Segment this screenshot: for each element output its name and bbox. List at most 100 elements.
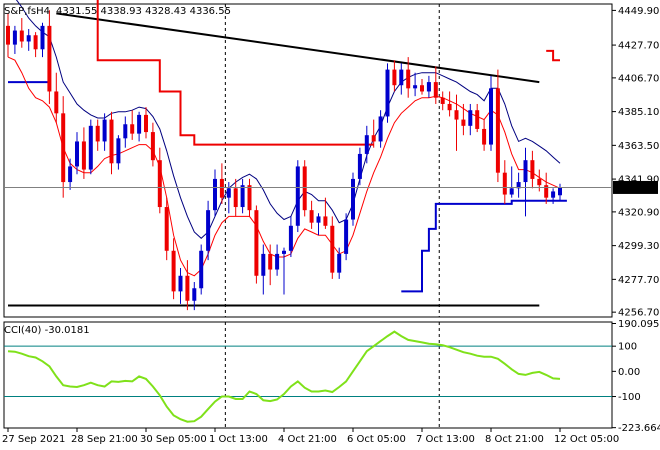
axes: 4449.90 4427.70 4406.70 4385.10 4363.50 4341.… [2, 6, 660, 445]
candle-body[interactable] [351, 178, 355, 220]
cci-line[interactable] [7, 330, 561, 423]
candle-body[interactable] [302, 166, 307, 211]
candle-body[interactable] [81, 141, 86, 170]
candle-body[interactable] [40, 25, 45, 50]
candle-body[interactable] [364, 135, 369, 154]
candle-body[interactable] [475, 110, 480, 129]
candle-body[interactable] [219, 178, 224, 198]
candle-body[interactable] [385, 69, 390, 117]
candle-body[interactable] [482, 128, 487, 145]
candle-body[interactable] [323, 216, 328, 226]
chart-ohlc-label: 4331.55 4338.93 4328.43 4336.55 [56, 6, 231, 17]
time-axis-label: 6 Oct 05:00 [347, 434, 406, 445]
candle-body[interactable] [357, 153, 362, 179]
cci-axis-label: -100 [618, 392, 641, 403]
candle-body[interactable] [378, 116, 383, 142]
candle-body[interactable] [75, 141, 79, 167]
candle-body[interactable] [440, 97, 445, 104]
cci-indicator-panel[interactable] [3, 321, 613, 429]
candle-body[interactable] [123, 124, 128, 139]
candle-body[interactable] [247, 185, 252, 211]
candle-body[interactable] [337, 253, 342, 273]
candle-body[interactable] [447, 103, 452, 111]
candle-body[interactable] [523, 160, 528, 183]
candle-body[interactable] [206, 210, 211, 251]
candle-body[interactable] [47, 25, 52, 92]
candle-body[interactable] [116, 138, 121, 164]
time-axis-label: 12 Oct 05:00 [554, 434, 619, 445]
candle-body[interactable] [551, 191, 556, 198]
candle-body[interactable] [233, 188, 238, 208]
candle-body[interactable] [109, 119, 114, 164]
stop-level-line [546, 49, 560, 62]
price-axis-label: 4320.90 [618, 207, 659, 218]
cci-panel-frame [3, 321, 613, 429]
candle-body[interactable] [254, 210, 259, 276]
candle-body[interactable] [433, 82, 438, 98]
candle-body[interactable] [516, 182, 521, 189]
candle-body[interactable] [420, 85, 424, 92]
candle-body[interactable] [19, 30, 24, 42]
candle-body[interactable] [213, 178, 217, 211]
candle-body[interactable] [6, 25, 10, 45]
candle-body[interactable] [171, 250, 176, 292]
candle-body[interactable] [454, 110, 459, 120]
candle-body[interactable] [275, 253, 280, 270]
candle-body[interactable] [426, 82, 431, 92]
candle-body[interactable] [150, 132, 155, 161]
candle-body[interactable] [316, 216, 321, 223]
candle-body[interactable] [144, 114, 148, 133]
candle-body[interactable] [537, 178, 542, 186]
stop-level-line [401, 199, 567, 293]
candle-body[interactable] [295, 166, 300, 226]
candle-body[interactable] [199, 250, 204, 289]
candle-body[interactable] [309, 210, 314, 223]
candle-body[interactable] [406, 69, 411, 89]
candle-body[interactable] [261, 253, 266, 276]
price-axis-label: 4277.70 [618, 275, 659, 286]
candle-body[interactable] [489, 88, 493, 145]
candle-body[interactable] [68, 166, 73, 183]
time-axis-label: 28 Sep 21:00 [71, 434, 138, 445]
candle-body[interactable] [88, 125, 93, 170]
candle-body[interactable] [26, 35, 31, 42]
candle-body[interactable] [164, 207, 169, 251]
candle-body[interactable] [157, 160, 162, 208]
cci-axis-label: -223.6649 [618, 423, 660, 434]
candle-body[interactable] [468, 110, 473, 126]
price-chart-panel[interactable] [3, 0, 613, 318]
candle-body[interactable] [185, 275, 190, 301]
candle-body[interactable] [61, 113, 66, 183]
candle-body[interactable] [392, 69, 397, 86]
candle-body[interactable] [544, 185, 549, 198]
candle-body[interactable] [344, 219, 349, 254]
price-axis-label: 4385.10 [618, 107, 659, 118]
candle-body[interactable] [130, 124, 135, 134]
candle-body[interactable] [509, 188, 514, 195]
candle-body[interactable] [288, 225, 293, 251]
candle-body[interactable] [330, 225, 335, 273]
candle-body[interactable] [558, 187, 562, 196]
candle-body[interactable] [12, 30, 17, 45]
candle-body[interactable] [95, 125, 100, 142]
candle-body[interactable] [268, 253, 273, 270]
candle-body[interactable] [399, 69, 404, 86]
candle-body[interactable] [137, 114, 142, 134]
candle-body[interactable] [192, 288, 197, 301]
candle-body[interactable] [33, 35, 38, 50]
candle-body[interactable] [282, 250, 286, 254]
candle-body[interactable] [54, 91, 59, 114]
candle-body[interactable] [530, 160, 535, 179]
candle-body[interactable] [413, 85, 418, 89]
candle-body[interactable] [502, 172, 507, 195]
candle-body[interactable] [371, 135, 376, 142]
time-axis-label: 8 Oct 21:00 [485, 434, 544, 445]
candle-body[interactable] [461, 119, 466, 126]
price-axis-label: 4406.70 [618, 73, 659, 84]
cci-axis-label: 190.0953 [618, 319, 660, 330]
candle-body[interactable] [178, 275, 183, 292]
candle-body[interactable] [102, 119, 107, 142]
candle-body[interactable] [226, 188, 231, 198]
candle-body[interactable] [240, 185, 245, 208]
candle-body[interactable] [495, 88, 500, 173]
